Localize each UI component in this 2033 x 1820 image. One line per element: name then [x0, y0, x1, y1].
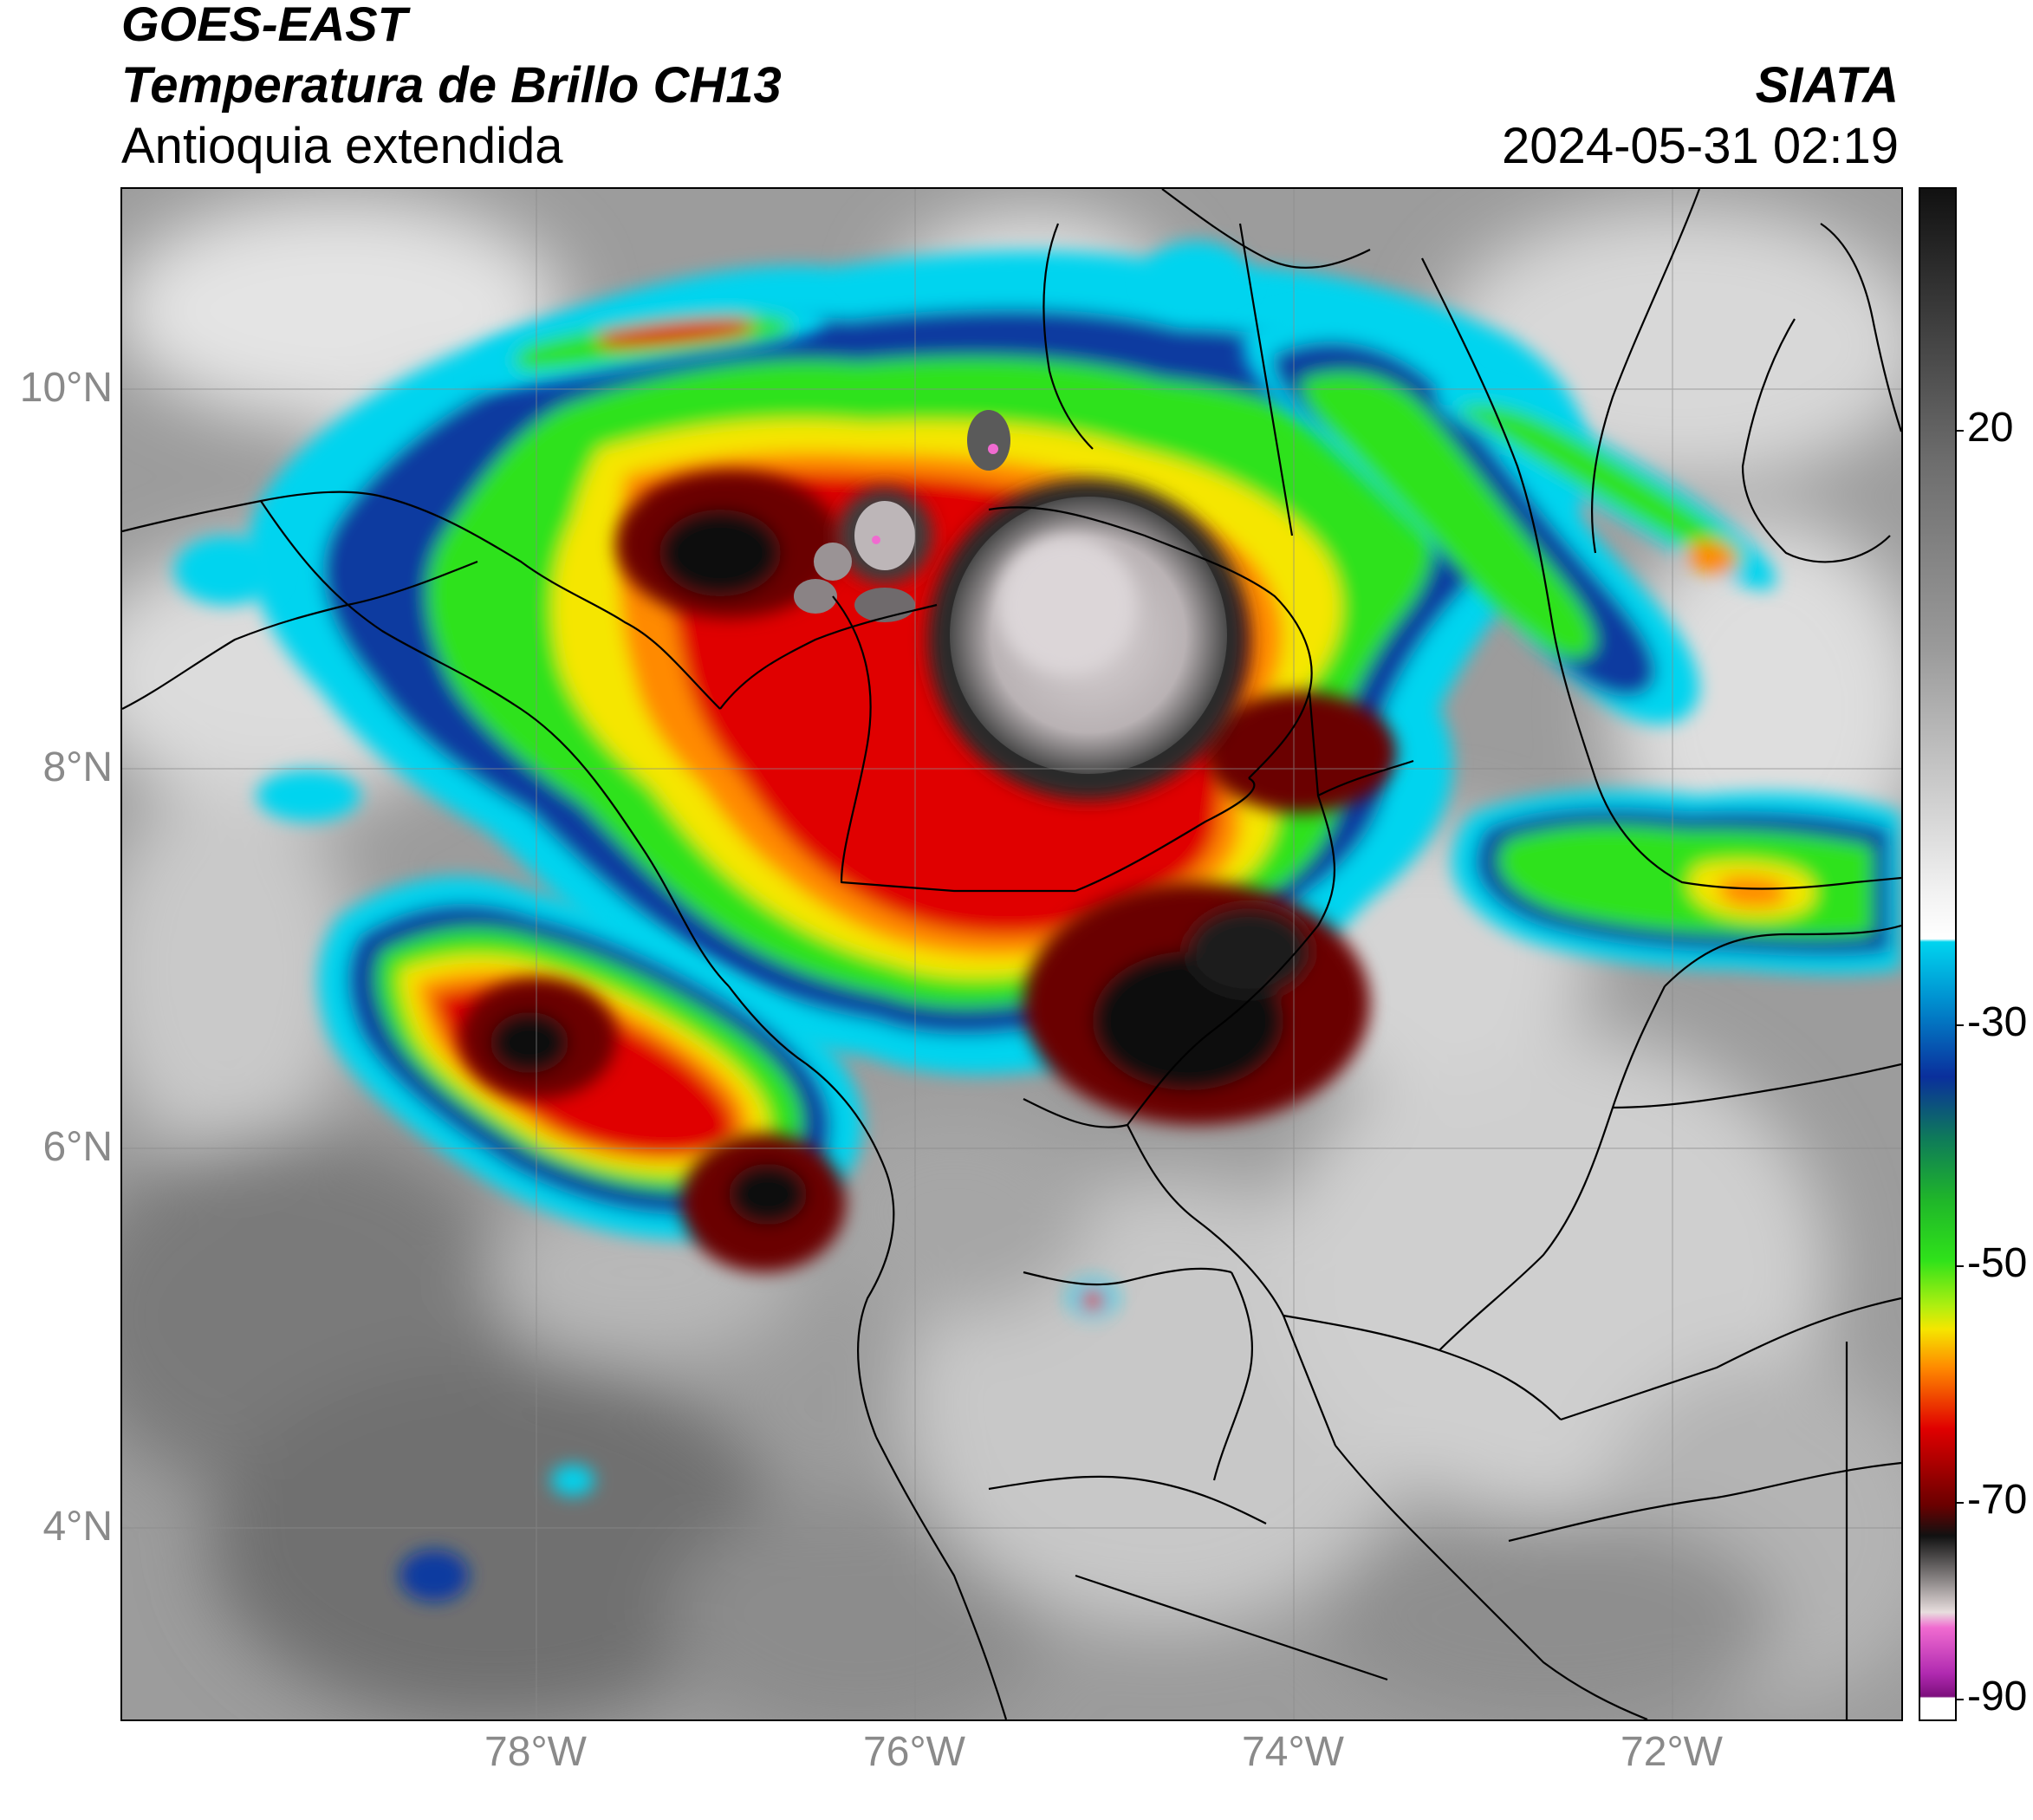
lon-tick-72w: 72°W — [1621, 1729, 1723, 1775]
organization-label: SIATA — [1755, 57, 1899, 114]
lon-tick-76w: 76°W — [863, 1729, 965, 1775]
northwest-streak — [472, 296, 826, 389]
east-system — [1452, 790, 1901, 974]
scattered-cells — [174, 241, 1249, 1602]
colorbar-label-minus70: -70 — [1967, 1477, 2028, 1523]
colorbar-label-minus90: -90 — [1967, 1674, 2028, 1719]
lon-tick-74w: 74°W — [1242, 1729, 1344, 1775]
colorbar-label-minus50: -50 — [1967, 1240, 2028, 1286]
northeast-band — [1243, 309, 1776, 725]
lat-tick-4n: 4°N — [42, 1504, 113, 1550]
colorbar-tick-minus50 — [1955, 1265, 1964, 1267]
colorbar-tick-minus90 — [1955, 1699, 1964, 1700]
satellite-title: GOES-EAST — [121, 0, 407, 51]
colorbar — [1919, 187, 1957, 1721]
product-title: Temperatura de Brillo CH13 — [121, 57, 782, 114]
datetime-label: 2024-05-31 02:19 — [1502, 118, 1899, 174]
lat-tick-10n: 10°N — [19, 365, 113, 411]
map-canvas — [122, 189, 1901, 1719]
colorbar-tick-minus30 — [1955, 1024, 1964, 1026]
lat-tick-6n: 6°N — [42, 1124, 113, 1170]
colorbar-tick-minus70 — [1955, 1502, 1964, 1504]
lat-tick-8n: 8°N — [42, 744, 113, 790]
overshooting-top — [794, 410, 1249, 800]
lon-tick-78w: 78°W — [484, 1729, 587, 1775]
colorbar-tick-20 — [1955, 430, 1964, 432]
borders — [122, 189, 1901, 1719]
colorbar-gradient — [1920, 189, 1955, 1719]
region-subtitle: Antioquia extendida — [121, 118, 563, 174]
colorbar-label-20: 20 — [1967, 405, 2014, 451]
cold-cores — [460, 471, 1396, 1272]
colorbar-label-minus30: -30 — [1967, 999, 2028, 1045]
satellite-map — [120, 187, 1903, 1721]
